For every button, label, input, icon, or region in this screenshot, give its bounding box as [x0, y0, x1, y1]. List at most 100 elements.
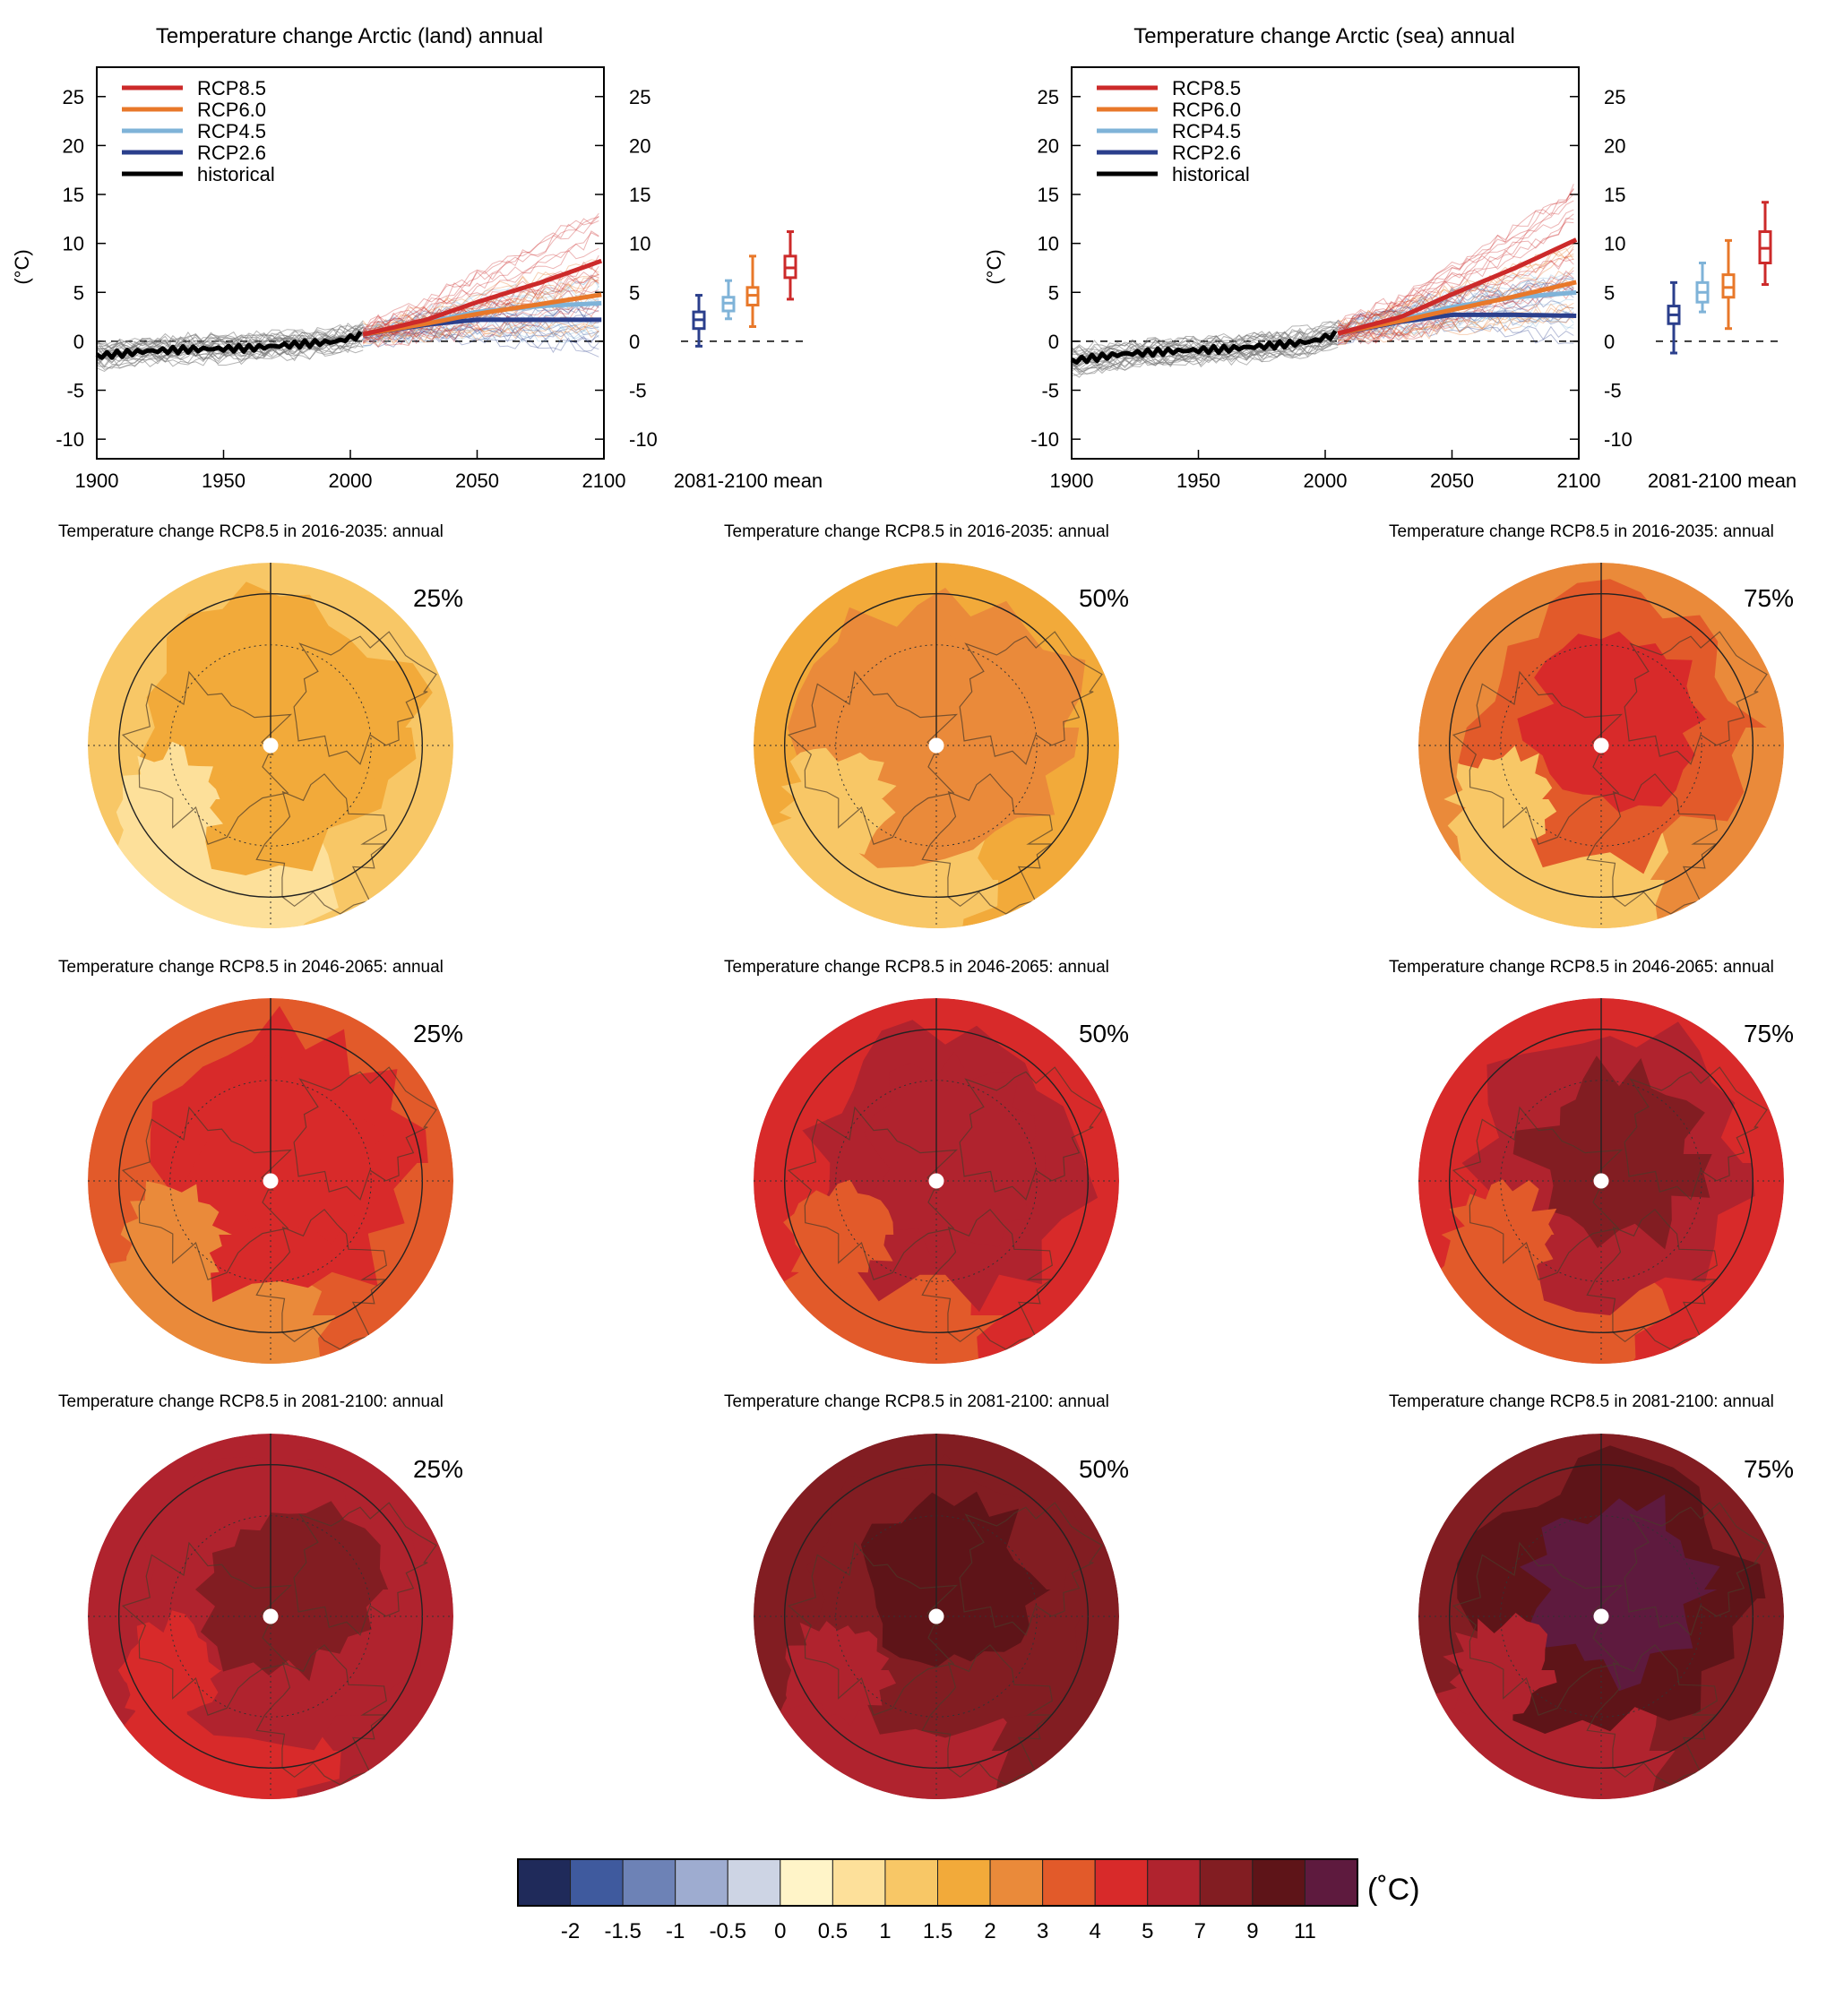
map-title: Temperature change RCP8.5 in 2046-2065: …	[724, 958, 1109, 977]
rcp85-ensemble-member	[362, 302, 599, 348]
historical-ensemble-member	[97, 327, 364, 354]
historical-ensemble-member	[1071, 342, 1339, 377]
y-tick-label: 0	[1048, 331, 1059, 353]
colorbar-swatch	[780, 1858, 833, 1907]
series-group-land	[95, 212, 604, 372]
y-tick-label-right: 5	[629, 281, 640, 304]
colorbar-tick-label: -1	[666, 1919, 685, 1943]
boxplot-rcp85	[783, 230, 797, 301]
pole-marker	[1593, 737, 1609, 754]
coastline-segment	[121, 1541, 293, 1716]
rcp60-ensemble-member	[362, 321, 599, 345]
map-title: Temperature change RCP8.5 in 2016-2035: …	[724, 522, 1109, 541]
rcp85-ensemble-member	[1338, 184, 1574, 327]
rcp85-ensemble-member	[362, 215, 599, 333]
y-tick-label: 5	[73, 281, 84, 304]
y-tick-label-right: 15	[629, 184, 651, 206]
historical-ensemble-member	[96, 342, 364, 367]
polar-map-2: Temperature change RCP8.5 in 2016-2035: …	[724, 522, 1129, 928]
coastline	[1452, 631, 1768, 915]
map-percentile-label: 75%	[1744, 584, 1794, 612]
legend-label-rcp60: RCP6.0	[197, 99, 266, 121]
colorbar: (˚C) -2 -1.5 -1 -0.5 0 0.5 1 1.5 2 3 4 5 7 9 11	[517, 1858, 1420, 1943]
coastline	[121, 1066, 437, 1350]
map-field-land-patch	[1443, 745, 1557, 860]
timeseries-panel-sea: Temperature change Arctic (sea) annual (…	[983, 24, 1797, 492]
boxplot-rcp60	[745, 254, 760, 329]
coastline-segment	[1624, 1066, 1768, 1201]
map-field-core	[1517, 631, 1707, 813]
x-tick-label: 2050	[1430, 470, 1474, 492]
rcp26-ensemble-member	[1337, 309, 1574, 332]
legend-label-rcp45: RCP4.5	[197, 120, 266, 142]
plot-frame-sea	[1071, 66, 1580, 460]
legend-label-rcp26: RCP2.6	[197, 142, 266, 164]
rcp85-ensemble-member	[363, 230, 599, 332]
chart-title-sea: Temperature change Arctic (sea) annual	[1133, 24, 1515, 48]
colorbar-tick-label: 9	[1246, 1919, 1258, 1943]
map-percentile-label: 50%	[1079, 1455, 1129, 1483]
rcp85-ensemble-member	[1337, 217, 1574, 332]
rcp85-ensemble-member	[1338, 200, 1574, 330]
colorbar-swatch	[517, 1858, 572, 1907]
historical-mean-line	[95, 330, 363, 360]
pole-marker	[928, 1608, 944, 1624]
axis-ticks-sea: 25 25 20 20 15 15 10 10 5 5 0 0 -5 -5 -10 -10 1900 1950 20…	[1030, 86, 1633, 492]
map-title: Temperature change RCP8.5 in 2016-2035: …	[1389, 522, 1774, 541]
rcp60-mean-line	[1337, 280, 1577, 336]
colorbar-tick-label: 1.5	[923, 1919, 952, 1943]
colorbar-tick-label: 7	[1194, 1919, 1206, 1943]
rcp60-ensemble-member	[1337, 314, 1574, 344]
coastline-segment	[921, 1209, 1053, 1350]
map-field-core	[195, 1501, 389, 1682]
x-tick-label: 2050	[455, 470, 499, 492]
y-axis-label-sea: (°C)	[983, 249, 1005, 284]
boxplot-rcp85	[1758, 201, 1772, 287]
map-field-core	[864, 1051, 1046, 1257]
rcp26-ensemble-member	[363, 326, 599, 347]
coastline	[1452, 1066, 1768, 1350]
coastline	[121, 631, 437, 915]
rcp60-ensemble-member	[363, 292, 599, 336]
rcp45-ensemble-member	[363, 323, 599, 346]
y-tick-label-right: -10	[1604, 428, 1633, 451]
boxplot-box	[1721, 273, 1736, 299]
boxplot-label-land: 2081-2100 mean	[674, 470, 823, 492]
coastline	[1452, 1502, 1768, 1786]
rcp85-ensemble-member	[363, 232, 599, 332]
map-title: Temperature change RCP8.5 in 2081-2100: …	[724, 1392, 1109, 1411]
colorbar-tick-label: 5	[1142, 1919, 1153, 1943]
rcp60-ensemble-member	[362, 292, 599, 338]
y-tick-label-right: 20	[629, 134, 651, 157]
y-tick-label: 5	[1048, 281, 1059, 304]
rcp60-mean-line	[362, 292, 602, 337]
rcp26-ensemble-member	[1338, 321, 1574, 345]
x-tick-label: 2000	[329, 470, 373, 492]
axis-ticks-land: 25 25 20 20 15 15 10 10 5 5 0 0 -5 -5 -10 -10 1900 1950 20…	[56, 86, 658, 492]
y-tick-label-right: 0	[629, 331, 640, 353]
x-tick-label: 1950	[1176, 470, 1220, 492]
coastline-segment	[1586, 773, 1718, 915]
x-tick-label: 2100	[582, 470, 626, 492]
rcp85-ensemble-member	[1337, 194, 1574, 333]
y-tick-label: 25	[63, 86, 84, 108]
rcp26-ensemble-member	[1337, 278, 1574, 330]
coastline-segment	[293, 1066, 437, 1201]
rcp26-ensemble-member	[1338, 290, 1574, 332]
rcp85-ensemble-member	[1337, 255, 1574, 339]
rcp85-ensemble-member	[1338, 209, 1574, 326]
colorbar-tick-label: 1	[879, 1919, 891, 1943]
coastline-segment	[787, 670, 959, 845]
historical-ensemble-member	[1071, 326, 1339, 360]
rcp60-ensemble-member	[1338, 302, 1574, 346]
rcp85-ensemble-member	[362, 305, 599, 347]
coastline	[121, 1502, 437, 1786]
rcp85-ensemble-member	[1337, 280, 1574, 345]
coastline-segment	[1586, 1209, 1718, 1350]
boxplots-sea	[1656, 201, 1783, 355]
colorbar-swatch	[989, 1858, 1044, 1907]
y-tick-label-right: 25	[1604, 86, 1625, 108]
rcp85-ensemble-member	[1338, 221, 1574, 337]
